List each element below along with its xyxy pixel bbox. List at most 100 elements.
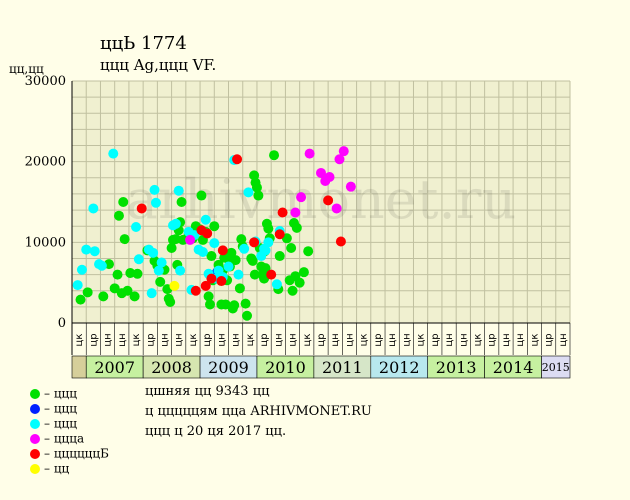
legend-item: – ццц [30, 386, 77, 401]
x-tick-label: цк [131, 334, 142, 347]
x-tick-label: цр [145, 333, 156, 346]
legend-label: – ццц [44, 386, 77, 401]
data-point-green [113, 210, 124, 221]
data-point-green [206, 251, 217, 262]
data-point-red [190, 285, 201, 296]
legend-swatch [30, 463, 40, 474]
data-point-green [155, 276, 166, 287]
note-line-2: ц цццццям ццa ARHIVMONET.RU [145, 404, 372, 419]
legend-label: – ццц [44, 401, 77, 416]
x-tick-label: цк [416, 334, 427, 347]
data-point-green [286, 242, 297, 253]
x-tick-label: цк [74, 334, 85, 347]
year-band [71, 355, 87, 379]
y-tick-label: 20000 [25, 155, 66, 170]
data-point-red [217, 245, 228, 256]
legend-label: – ццц [44, 416, 77, 431]
data-point-magenta [304, 148, 315, 159]
data-point-magenta [338, 146, 349, 157]
data-point-cyan [197, 247, 208, 258]
data-point-green [176, 197, 187, 207]
data-point-green [251, 182, 262, 193]
x-tick-label: цк [473, 334, 484, 347]
data-point-green [298, 267, 309, 278]
legend-item: – ццц [30, 401, 77, 416]
year-label: 2015 [542, 361, 570, 374]
x-tick-label: цк [529, 334, 540, 347]
data-point-red [323, 195, 334, 206]
note-line-1: цшняя цц 9343 цц [145, 384, 270, 399]
data-point-cyan [173, 185, 184, 196]
data-point-green [82, 287, 93, 298]
data-point-red [277, 207, 288, 218]
y-tick-label: 10000 [25, 235, 66, 250]
data-point-green [291, 222, 302, 233]
legend-item: – ццццццБ [30, 446, 109, 461]
data-point-green [269, 150, 280, 161]
data-point-cyan [146, 288, 157, 299]
y-axis-unit: цц,цц [9, 62, 44, 76]
x-tick-label: цк [245, 334, 256, 347]
data-point-cyan [271, 279, 282, 290]
data-point-magenta [290, 207, 301, 218]
data-point-green [98, 291, 109, 302]
year-label: 2013 [436, 358, 477, 377]
data-point-red [274, 229, 285, 240]
data-point-red [335, 236, 346, 247]
year-label: 2012 [379, 358, 420, 377]
x-tick-label: цр [430, 333, 441, 346]
y-tick-label: 0 [58, 316, 66, 331]
data-point-cyan [239, 243, 250, 254]
legend-item: – ццц [30, 416, 77, 431]
x-tick-label: цр [316, 333, 327, 346]
x-tick-label: цн [344, 333, 355, 346]
data-point-magenta [331, 203, 342, 214]
data-point-green [234, 283, 245, 294]
legend-item: – ццца [30, 431, 84, 446]
data-point-magenta [185, 234, 196, 245]
x-tick-label: цн [159, 333, 170, 346]
x-tick-label: цн [330, 333, 341, 346]
x-tick-label: цн [216, 333, 227, 346]
data-point-green [166, 242, 177, 253]
data-point-cyan [96, 260, 107, 271]
data-point-cyan [223, 261, 234, 272]
data-point-green [118, 197, 129, 207]
data-point-green [263, 223, 274, 234]
legend-swatch [30, 448, 40, 459]
data-point-green [274, 251, 285, 262]
legend-swatch [30, 388, 40, 399]
data-point-green [253, 190, 264, 201]
data-point-magenta [334, 154, 345, 165]
legend-swatch [30, 433, 40, 444]
data-point-red [266, 269, 277, 280]
data-point-cyan [156, 257, 167, 268]
data-point-green [119, 234, 130, 245]
note-line-3: ццц ц 20 ця 2017 цц. [145, 424, 287, 439]
x-tick-label: цр [259, 333, 270, 346]
data-point-magenta [296, 192, 307, 203]
x-tick-label: цн [273, 333, 284, 346]
data-point-green [247, 255, 258, 266]
data-point-cyan [133, 254, 144, 265]
x-tick-label: цр [373, 333, 384, 346]
legend-label: – ццццццБ [44, 446, 109, 461]
data-point-green [109, 283, 120, 294]
data-point-cyan [233, 269, 244, 280]
year-label: 2007 [94, 358, 135, 377]
x-tick-label: цр [487, 333, 498, 346]
data-point-green [240, 298, 251, 309]
x-tick-label: цн [401, 333, 412, 346]
x-tick-label: цн [558, 333, 569, 346]
data-point-cyan [260, 245, 271, 256]
x-tick-label: цн [288, 333, 299, 346]
year-label: 2014 [493, 358, 534, 377]
data-point-green [75, 294, 86, 305]
data-point-cyan [150, 197, 161, 208]
data-point-green [132, 268, 143, 279]
data-point-green [230, 255, 241, 266]
x-tick-label: цр [88, 333, 99, 346]
x-tick-label: цн [458, 333, 469, 346]
data-point-magenta [316, 167, 326, 178]
